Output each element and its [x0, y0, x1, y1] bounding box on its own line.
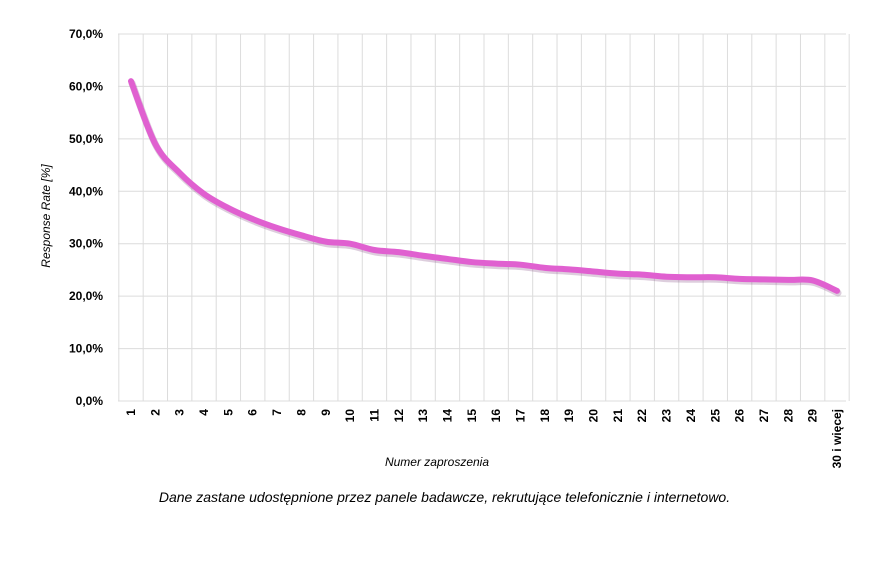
data-point — [787, 279, 789, 281]
data-point — [422, 255, 424, 257]
y-tick-labels: 0,0% 10,0% 20,0% 30,0% 40,0% 50,0% 60,0% 70,0% — [69, 27, 103, 408]
x-tick-labels: 1 2 3 4 5 6 7 8 9 10 11 12 13 14 15 16 17 18 19 20 21 22 23 24 2… — [124, 409, 844, 469]
x-tick-label: 5 — [221, 409, 235, 416]
x-tick-label: 3 — [173, 409, 187, 416]
x-tick-label: 24 — [684, 409, 698, 423]
data-point — [276, 227, 278, 229]
x-tick-label: 20 — [587, 409, 601, 423]
data-point — [154, 143, 156, 145]
y-tick-label: 10,0% — [69, 342, 103, 356]
data-point — [325, 241, 327, 243]
x-tick-label: 8 — [294, 409, 308, 416]
y-tick-label: 60,0% — [69, 79, 103, 93]
data-point — [690, 276, 692, 278]
x-tick-label: 10 — [343, 409, 357, 423]
data-point — [300, 234, 302, 236]
series-line — [128, 78, 840, 294]
y-tick-label: 20,0% — [69, 289, 103, 303]
x-tick-label: 7 — [270, 409, 284, 416]
data-point — [666, 276, 668, 278]
x-tick-label: 9 — [319, 409, 333, 416]
data-point — [836, 290, 838, 292]
data-point — [593, 271, 595, 273]
x-tick-label: 17 — [514, 409, 528, 423]
y-axis-title: Response Rate [%] — [39, 164, 53, 268]
x-tick-label: 18 — [538, 409, 552, 423]
x-tick-label: 4 — [197, 409, 211, 416]
x-tick-label: 16 — [489, 409, 503, 423]
data-point — [398, 251, 400, 253]
x-tick-label: 30 i więcej — [830, 409, 844, 468]
data-point — [568, 268, 570, 270]
x-tick-label: 2 — [148, 409, 162, 416]
data-point — [179, 172, 181, 174]
data-point — [227, 207, 229, 209]
data-point — [203, 193, 205, 195]
data-point — [349, 243, 351, 245]
x-tick-label: 27 — [757, 409, 771, 423]
y-tick-label: 70,0% — [69, 27, 103, 41]
data-point — [714, 276, 716, 278]
data-point — [763, 278, 765, 280]
x-tick-label: 19 — [562, 409, 576, 423]
x-tick-label: 22 — [635, 409, 649, 423]
x-tick-label: 11 — [367, 409, 381, 422]
gridlines — [118, 33, 850, 402]
x-tick-label: 15 — [465, 409, 479, 423]
y-tick-label: 50,0% — [69, 132, 103, 146]
x-tick-label: 14 — [440, 409, 454, 423]
data-point — [446, 258, 448, 260]
data-point — [130, 80, 132, 82]
x-axis-title: Numer zaproszenia — [385, 455, 489, 469]
data-point — [812, 279, 814, 281]
x-tick-label: 23 — [660, 409, 674, 423]
data-point — [641, 274, 643, 276]
x-tick-label: 21 — [611, 409, 625, 423]
series-group — [128, 78, 842, 297]
data-point — [495, 263, 497, 265]
data-point — [373, 249, 375, 251]
y-tick-label: 30,0% — [69, 237, 103, 251]
chart-caption: Dane zastane udostępnione przez panele b… — [158, 489, 731, 505]
data-point — [544, 267, 546, 269]
x-tick-label: 6 — [246, 409, 260, 416]
y-tick-label: 40,0% — [69, 184, 103, 198]
data-point — [617, 273, 619, 275]
x-tick-label: 12 — [392, 409, 406, 423]
x-tick-label: 1 — [124, 409, 138, 416]
data-point — [520, 264, 522, 266]
x-tick-label: 25 — [708, 409, 722, 423]
x-tick-label: 13 — [416, 409, 430, 423]
data-point — [252, 218, 254, 220]
y-tick-label: 0,0% — [76, 394, 104, 408]
data-point — [739, 278, 741, 280]
x-tick-label: 29 — [806, 409, 820, 423]
x-tick-label: 28 — [781, 409, 795, 423]
x-tick-label: 26 — [733, 409, 747, 423]
data-point — [471, 261, 473, 263]
